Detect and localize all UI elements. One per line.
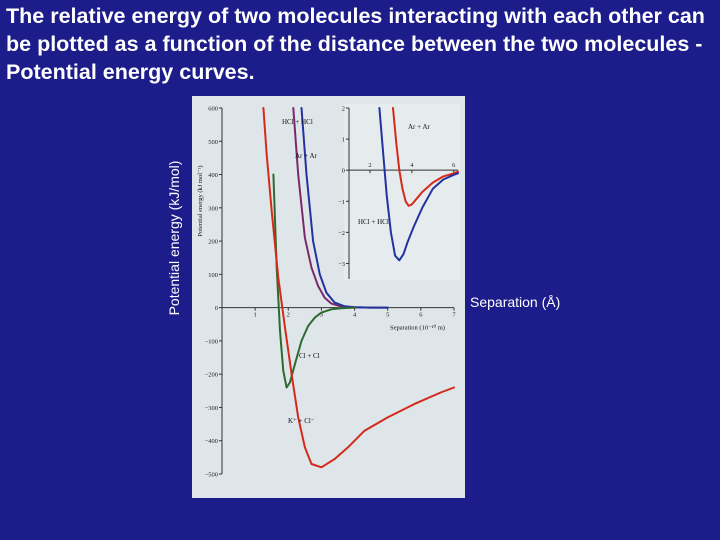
inset-y-tick-label: −3 — [338, 261, 345, 268]
main-x-tick-label: 7 — [452, 312, 456, 319]
main-annotation: HCl + HCl — [282, 118, 313, 126]
inset-y-tick-label: 0 — [342, 168, 345, 175]
main-y-tick-label: −100 — [205, 338, 218, 345]
main-y-tick-label: −500 — [205, 472, 218, 479]
main-y-tick-label: 300 — [208, 205, 218, 212]
main-annotation: Cl + Cl — [299, 352, 320, 360]
main-x-tick-label: 6 — [419, 312, 423, 319]
main-chart: 600 500 400 300 200 100 0 −100 −200 −300 −400 −500 1… — [197, 106, 456, 479]
inset-series-line-0 — [392, 107, 459, 207]
inset-background — [344, 104, 460, 280]
main-y-tick-label: 400 — [208, 172, 218, 179]
main-x-tick-label: 2 — [287, 312, 290, 319]
main-y-tick-label: 500 — [208, 139, 218, 146]
main-series-line-2 — [272, 173, 356, 389]
main-annotation: K⁺ + Cl⁻ — [288, 417, 315, 425]
potential-energy-chart: 600 500 400 300 200 100 0 −100 −200 −300 −400 −500 1… — [192, 96, 465, 498]
y-axis-title-container: Potential energy (kJ/mol) — [162, 96, 186, 380]
inset-annotation: HCl + HCl — [358, 218, 389, 226]
main-x-tick-label: 4 — [353, 312, 357, 319]
inset-y-tick-label: 1 — [342, 137, 345, 144]
main-y-tick-label: 100 — [208, 272, 218, 279]
inset-series-line-1 — [378, 107, 459, 262]
x-axis-title: Separation (Å) — [470, 294, 561, 310]
potential-energy-figure: 600 500 400 300 200 100 0 −100 −200 −300 −400 −500 1… — [192, 96, 465, 498]
inset-x-tick-label: 4 — [410, 162, 414, 169]
main-y-tick-label: 0 — [215, 305, 218, 312]
main-series-line-3 — [262, 107, 455, 469]
inset-annotation: Ar + Ar — [408, 123, 431, 131]
main-x-tick-label: 3 — [320, 312, 323, 319]
main-y-tick-label: −400 — [205, 438, 218, 445]
inset-y-tick-label: −2 — [338, 230, 345, 237]
main-series-line-1 — [300, 107, 389, 309]
inset-x-tick-label: 6 — [452, 162, 456, 169]
main-y-tick-label: 600 — [208, 106, 218, 113]
main-annotation: Ar + Ar — [295, 152, 318, 160]
main-x-tick-label: 1 — [254, 312, 257, 319]
slide-title: The relative energy of two molecules int… — [6, 4, 705, 84]
main-x-axis-title: Separation (10⁻¹⁰ m) — [390, 324, 445, 332]
inset-y-tick-label: −1 — [338, 199, 345, 206]
main-y-tick-label: 200 — [208, 239, 218, 246]
inset-x-tick-label: 2 — [368, 162, 371, 169]
inset-y-tick-label: 2 — [342, 106, 345, 113]
main-y-tick-label: −300 — [205, 405, 218, 412]
main-y-tick-label: −200 — [205, 372, 218, 379]
y-axis-title: Potential energy (kJ/mol) — [166, 160, 182, 316]
main-x-tick-label: 5 — [386, 312, 389, 319]
inset-chart: 2 1 0 −1 −2 −3 2 4 6 Ar + Ar HCl + HCl — [338, 104, 460, 280]
main-y-axis-title: Potential energy (kJ mol⁻¹) — [197, 165, 204, 236]
